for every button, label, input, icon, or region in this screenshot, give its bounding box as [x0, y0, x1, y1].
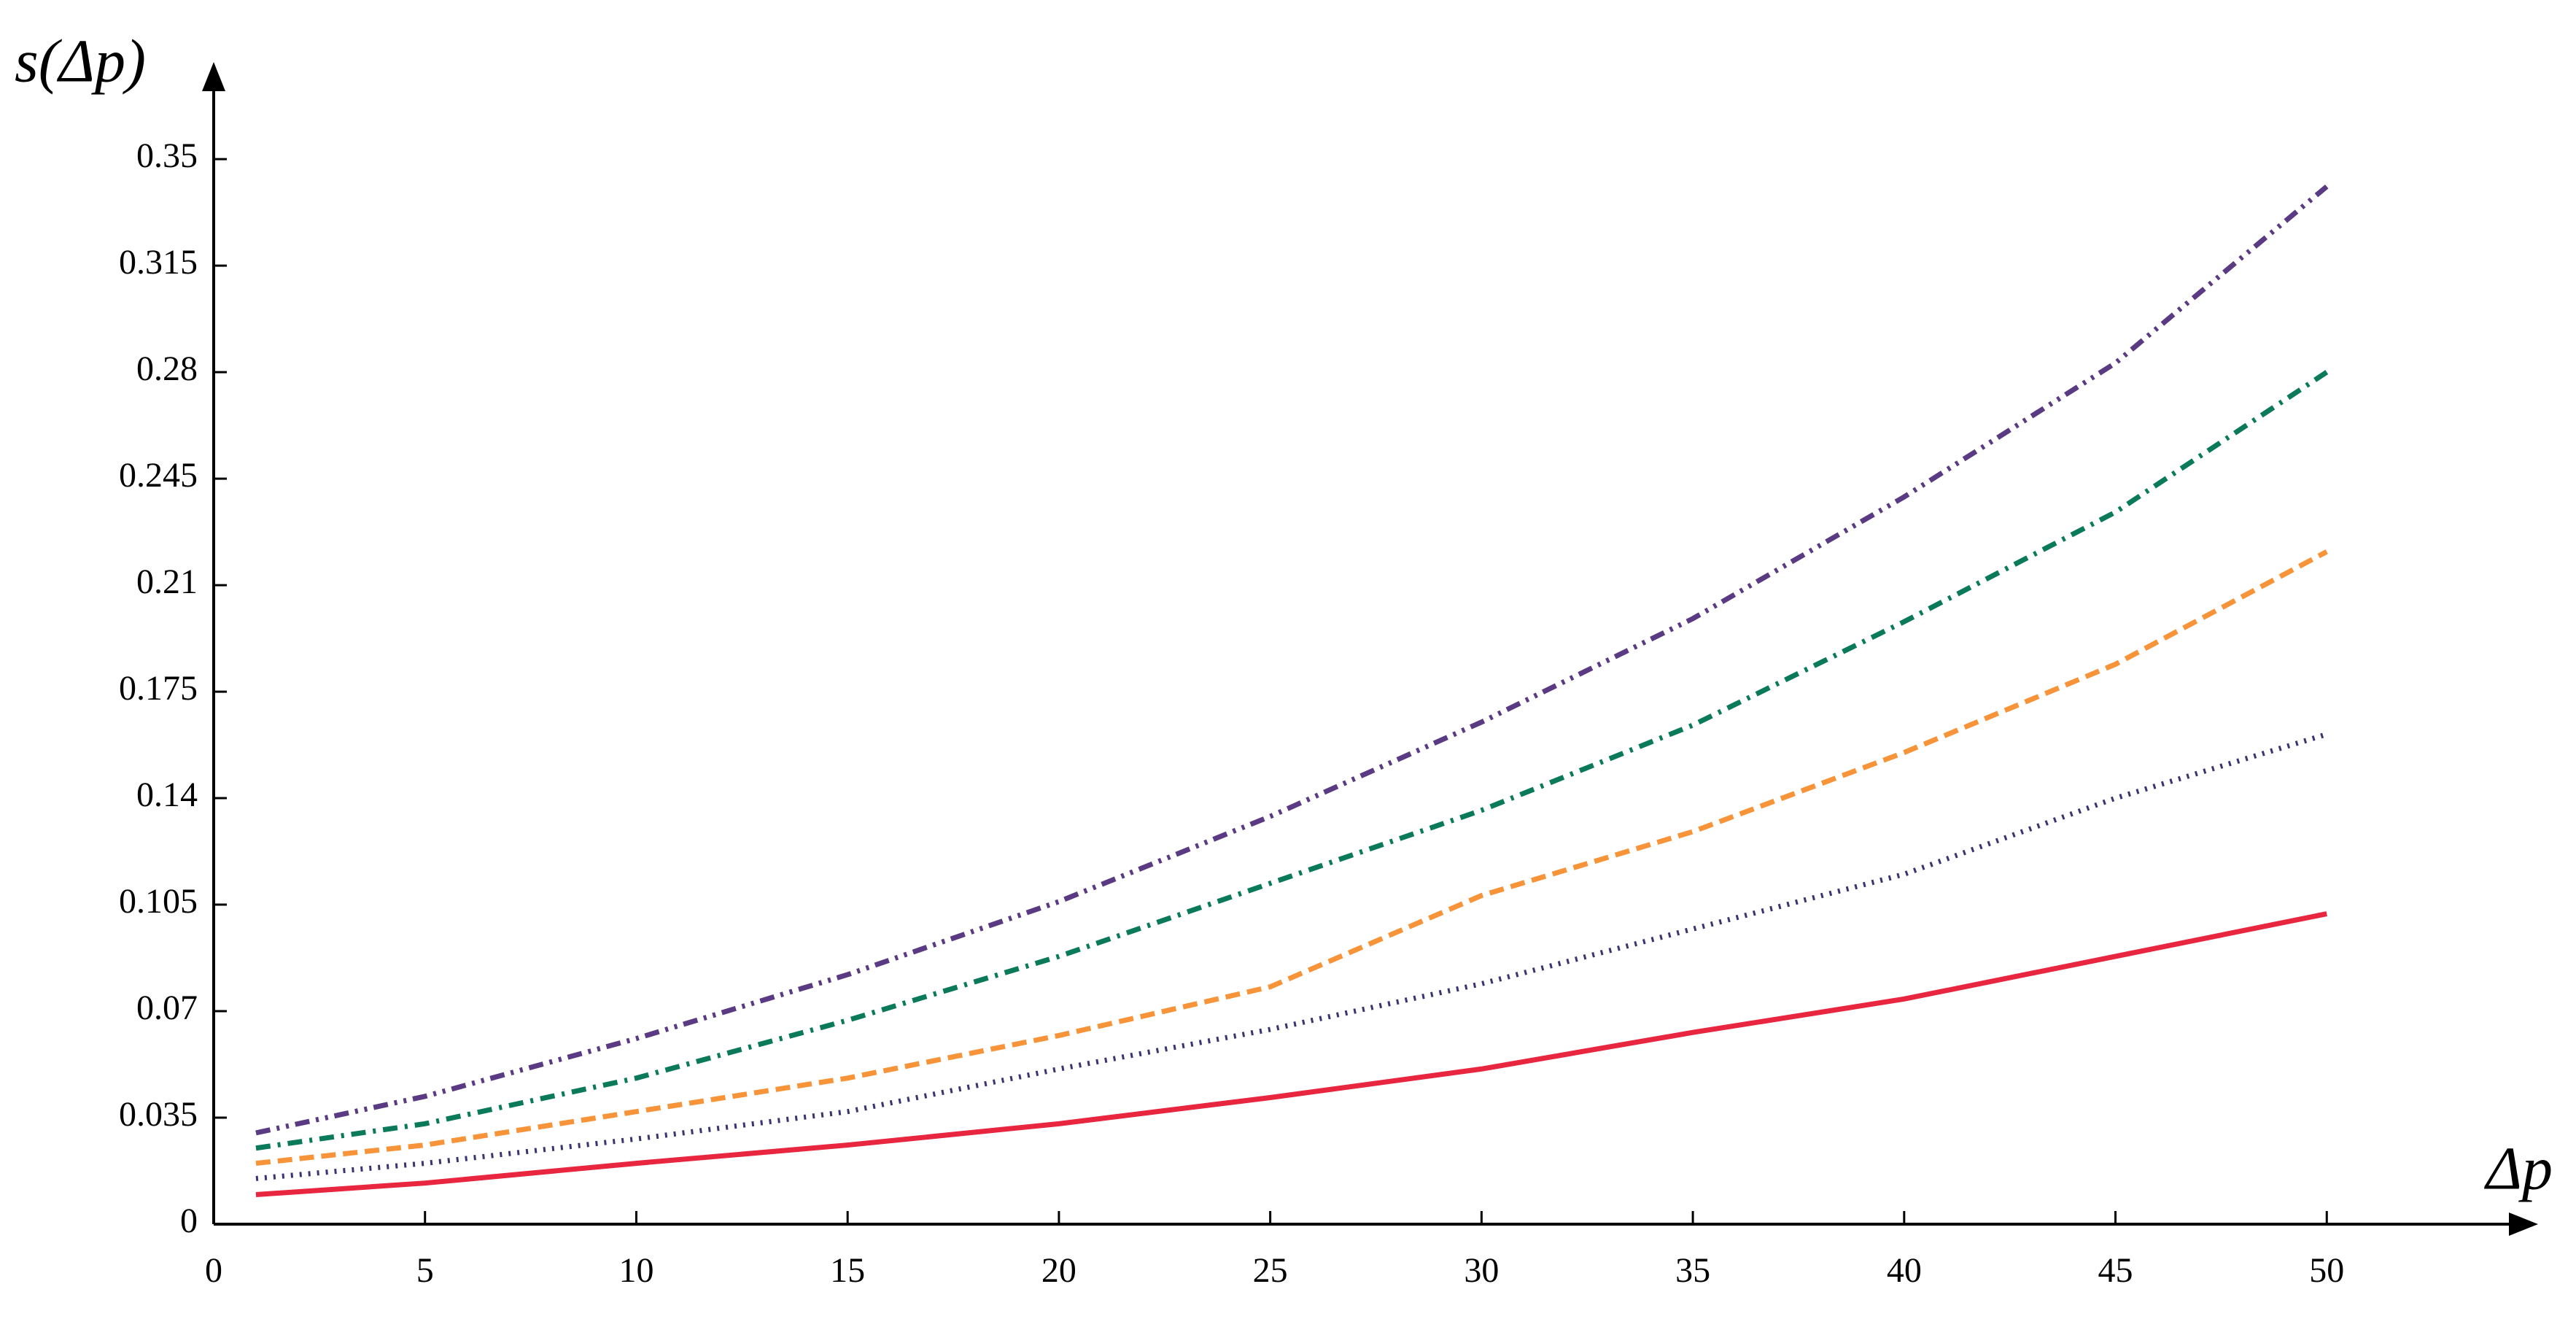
y-tick-label: 0.14: [136, 775, 198, 814]
y-tick-label: 0.245: [119, 456, 198, 495]
y-tick-label: 0.035: [119, 1095, 198, 1134]
y-tick-label: 0.07: [136, 989, 198, 1027]
y-tick-label: 0.315: [119, 243, 198, 282]
x-tick-label: 5: [416, 1251, 434, 1290]
series-line: [255, 549, 2328, 1167]
y-tick-label: 0.21: [136, 562, 198, 601]
y-tick-label: 0.105: [119, 882, 198, 921]
series-line: [255, 911, 2327, 1198]
x-tick-label: 45: [2098, 1251, 2133, 1290]
x-tick-label: 25: [1253, 1251, 1288, 1290]
series-line: [255, 732, 2328, 1181]
x-tick-label: 20: [1041, 1251, 1076, 1290]
series-line: [255, 184, 2329, 1136]
x-tick-label: 40: [1887, 1251, 1922, 1290]
x-tick-label: 10: [618, 1251, 653, 1290]
series-line: [255, 370, 2329, 1151]
x-tick-label: 35: [1675, 1251, 1710, 1290]
x-axis-label: Δp: [2484, 1134, 2553, 1202]
x-axis-arrow: [2509, 1212, 2538, 1236]
y-tick-label: 0.35: [136, 136, 198, 175]
y-tick-label: 0.28: [136, 349, 198, 388]
x-tick-label: 15: [830, 1251, 865, 1290]
x-tick-label: 30: [1464, 1251, 1499, 1290]
x-tick-label: 50: [2309, 1251, 2344, 1290]
y-axis-arrow: [202, 62, 225, 91]
y-tick-label: 0: [180, 1202, 198, 1240]
y-tick-label: 0.175: [119, 669, 198, 708]
y-axis-label: s(Δp): [15, 27, 146, 95]
x-tick-label: 0: [205, 1251, 222, 1290]
